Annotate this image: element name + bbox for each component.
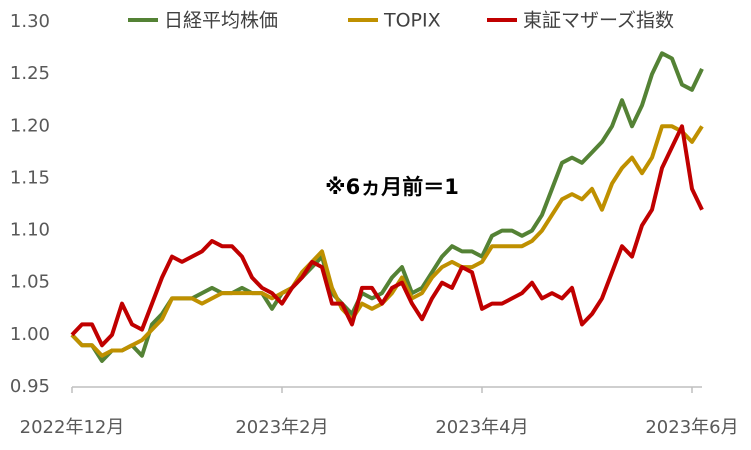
y-tick-label: 1.00 bbox=[10, 324, 50, 345]
legend-label: TOPIX bbox=[383, 10, 441, 32]
series-line bbox=[70, 124, 704, 358]
y-tick-label: 0.95 bbox=[10, 376, 50, 397]
y-tick-label: 1.05 bbox=[10, 272, 50, 293]
series-line bbox=[70, 124, 704, 348]
legend-label: 日経平均株価 bbox=[164, 10, 278, 32]
x-tick-label: 2023年2月 bbox=[235, 417, 328, 438]
series-line bbox=[70, 51, 704, 363]
x-tick-label: 2022年12月 bbox=[20, 417, 125, 438]
y-tick-label: 1.10 bbox=[10, 220, 50, 241]
x-tick-label: 2023年4月 bbox=[435, 417, 528, 438]
y-tick-label: 1.15 bbox=[10, 167, 50, 188]
y-tick-label: 1.20 bbox=[10, 115, 50, 136]
y-tick-label: 1.30 bbox=[10, 11, 50, 32]
y-tick-label: 1.25 bbox=[10, 63, 50, 84]
annotation: ※6ヵ月前＝1 bbox=[325, 175, 459, 199]
legend-label: 東証マザーズ指数 bbox=[523, 10, 674, 32]
x-tick-label: 2023年6月 bbox=[645, 417, 738, 438]
